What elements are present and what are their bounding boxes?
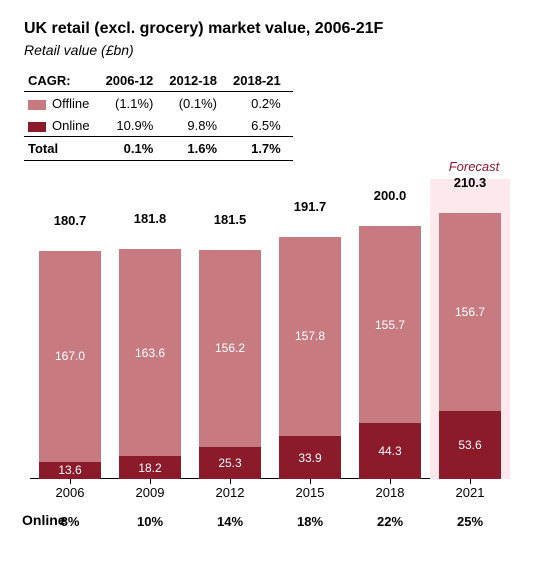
bar-segment-offline: 156.2 xyxy=(199,250,261,447)
stacked-bar: 44.3155.7 xyxy=(359,226,421,479)
bar-column: 181.8 18.2163.6 xyxy=(110,179,190,479)
bar-segment-online: 33.9 xyxy=(279,436,341,479)
online-pct-value: 18% xyxy=(270,514,350,529)
cagr-header-col: 2012-18 xyxy=(165,70,229,92)
cagr-row-label: Online xyxy=(24,114,102,137)
cagr-row: Offline(1.1%)(0.1%)0.2% xyxy=(24,92,293,115)
x-axis-label: 2018 xyxy=(350,485,430,500)
bar-segment-offline: 155.7 xyxy=(359,226,421,423)
online-pct-value: 14% xyxy=(190,514,270,529)
bar-column: 210.353.6156.7 xyxy=(430,179,510,479)
cagr-cell: 9.8% xyxy=(165,114,229,137)
axis-tick xyxy=(230,479,231,484)
bar-column: 191.7 33.9157.8 xyxy=(270,179,350,479)
bar-column: 180.7 13.6167.0 xyxy=(30,179,110,479)
stacked-bar: 25.3156.2 xyxy=(199,250,261,479)
cagr-cell: 1.7% xyxy=(229,137,293,161)
stacked-bar: 13.6167.0 xyxy=(39,251,101,479)
bar-total-label: 200.0 xyxy=(350,188,430,203)
axis-tick xyxy=(310,479,311,484)
cagr-header-label: CAGR: xyxy=(24,70,102,92)
cagr-row-label: Offline xyxy=(24,92,102,115)
bar-segment-online: 18.2 xyxy=(119,456,181,479)
x-axis-label: 2012 xyxy=(190,485,270,500)
stacked-bar: 33.9157.8 xyxy=(279,237,341,479)
legend-swatch xyxy=(28,122,46,132)
cagr-cell: 0.1% xyxy=(102,137,166,161)
cagr-cell: (0.1%) xyxy=(165,92,229,115)
x-axis-label: 2009 xyxy=(110,485,190,500)
bar-segment-offline: 167.0 xyxy=(39,251,101,462)
bar-segment-online: 53.6 xyxy=(439,411,501,479)
bar-chart: Forecast 180.713.6167.0181.818.2163.6181… xyxy=(24,179,516,529)
bar-total-label: 210.3 xyxy=(430,175,510,190)
cagr-header-col: 2006-12 xyxy=(102,70,166,92)
bar-column: 181.5 25.3156.2 xyxy=(190,179,270,479)
cagr-total-row: Total0.1%1.6%1.7% xyxy=(24,137,293,161)
stacked-bar: 18.2163.6 xyxy=(119,249,181,479)
legend-swatch xyxy=(28,100,46,110)
chart-subtitle: Retail value (£bn) xyxy=(24,42,516,58)
bar-segment-online: 44.3 xyxy=(359,423,421,479)
bar-segment-online: 25.3 xyxy=(199,447,261,479)
forecast-label: Forecast xyxy=(432,159,516,174)
bar-total-label: 180.7 xyxy=(30,213,110,228)
axis-tick xyxy=(150,479,151,484)
bar-segment-online: 13.6 xyxy=(39,462,101,479)
x-axis-label: 2021 xyxy=(430,485,510,500)
axis-tick xyxy=(470,479,471,484)
online-pct-value: 25% xyxy=(430,514,510,529)
cagr-row: Online10.9%9.8%6.5% xyxy=(24,114,293,137)
cagr-header-col: 2018-21 xyxy=(229,70,293,92)
axis-tick xyxy=(390,479,391,484)
bar-segment-offline: 157.8 xyxy=(279,237,341,436)
x-axis-labels: 200620092012201520182021 xyxy=(24,485,516,500)
cagr-header-row: CAGR: 2006-12 2012-18 2018-21 xyxy=(24,70,293,92)
online-pct-value: 10% xyxy=(110,514,190,529)
cagr-cell: 10.9% xyxy=(102,114,166,137)
bar-total-label: 181.5 xyxy=(190,212,270,227)
cagr-table: CAGR: 2006-12 2012-18 2018-21 Offline(1.… xyxy=(24,70,293,161)
cagr-cell: (1.1%) xyxy=(102,92,166,115)
cagr-cell: 1.6% xyxy=(165,137,229,161)
cagr-cell: 6.5% xyxy=(229,114,293,137)
stacked-bar: 53.6156.7 xyxy=(439,213,501,479)
x-axis-label: 2006 xyxy=(30,485,110,500)
cagr-cell: 0.2% xyxy=(229,92,293,115)
bar-segment-offline: 163.6 xyxy=(119,249,181,456)
bar-total-label: 181.8 xyxy=(110,211,190,226)
chart-title: UK retail (excl. grocery) market value, … xyxy=(24,20,516,38)
online-pct-row: 8%10%14%18%22%25% xyxy=(24,514,516,529)
bar-column: 200.0 44.3155.7 xyxy=(350,179,430,479)
online-pct-value: 22% xyxy=(350,514,430,529)
plot-area: 180.713.6167.0181.818.2163.6181.525.3156… xyxy=(24,179,516,479)
bar-total-label: 191.7 xyxy=(270,199,350,214)
bar-segment-offline: 156.7 xyxy=(439,213,501,411)
axis-tick xyxy=(70,479,71,484)
cagr-total-label: Total xyxy=(24,137,102,161)
x-axis-label: 2015 xyxy=(270,485,350,500)
